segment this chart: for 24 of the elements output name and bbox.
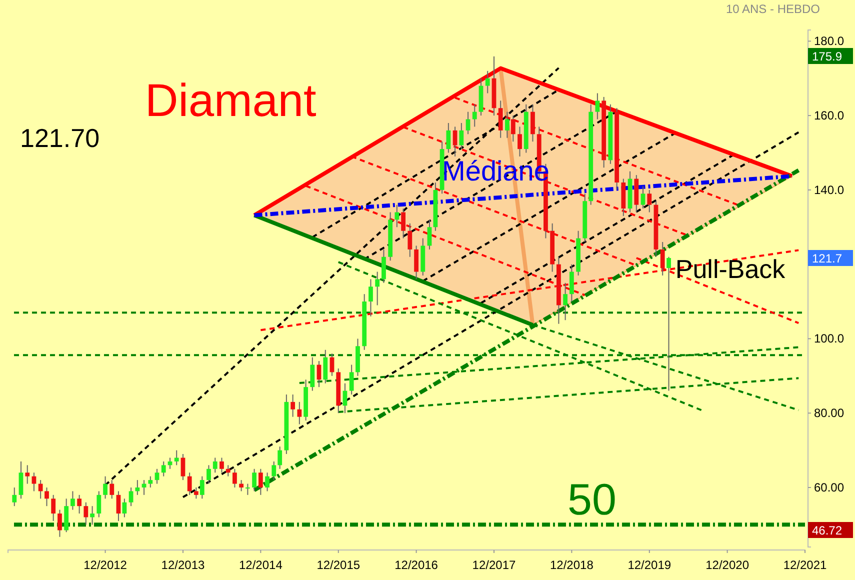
- text: 121.7: [812, 252, 842, 266]
- text: Diamant: [145, 74, 317, 126]
- text: 175.9: [812, 50, 842, 64]
- text: 46.72: [812, 524, 842, 538]
- y-tick-label: 80.00: [814, 406, 844, 420]
- x-tick-label: 12/2012: [84, 558, 128, 572]
- x-tick-label: 12/2019: [628, 558, 672, 572]
- x-tick-label: 12/2020: [706, 558, 750, 572]
- y-tick-label: 140.0: [814, 182, 844, 197]
- x-tick-label: 12/2013: [161, 558, 205, 572]
- annotation: Pull-Back: [675, 254, 786, 284]
- x-tick-label: 12/2017: [472, 558, 516, 572]
- y-tick-label: 100.0: [814, 332, 844, 346]
- annotation: 121.70: [20, 123, 100, 153]
- y-tick-label: 60.00: [814, 480, 844, 494]
- y-tick-label: 160.0: [814, 108, 844, 122]
- x-tick-label: 12/2014: [238, 558, 283, 572]
- x-tick-label: 12/2015: [316, 558, 360, 572]
- chart-subtitle: 10 ANS - HEBDO: [726, 2, 820, 16]
- y-tick-label: 180.0: [814, 34, 844, 48]
- x-tick-label: 12/2016: [394, 558, 438, 572]
- ref-line-label: 50: [568, 476, 616, 525]
- x-tick-label: 12/2018: [550, 558, 594, 572]
- x-tick-label: 12/2021: [783, 558, 828, 572]
